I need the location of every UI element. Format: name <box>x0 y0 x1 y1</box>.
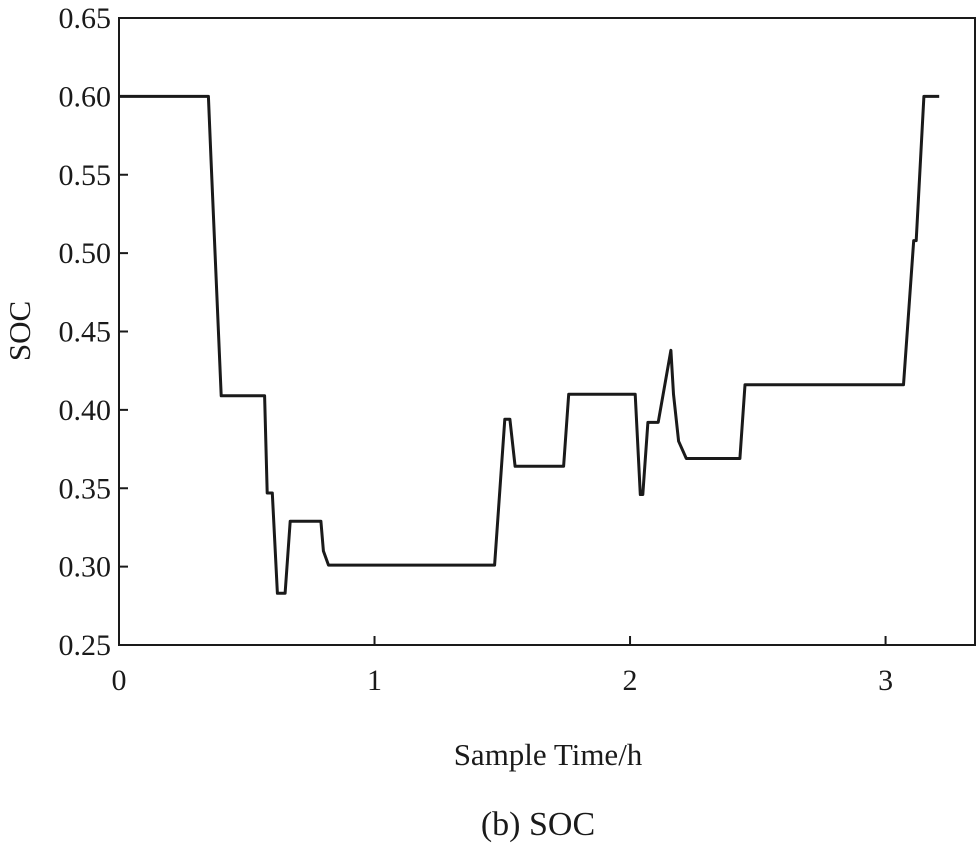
y-tick-label: 0.30 <box>59 551 112 584</box>
y-tick-label: 0.25 <box>59 629 112 662</box>
y-axis-ticks: 0.25 0.30 0.35 0.40 0.45 0.50 0.55 0.60 0.65 <box>59 2 128 662</box>
y-tick-label: 0.35 <box>59 472 112 505</box>
series-line-soc <box>119 94 940 595</box>
x-axis-label: Sample Time/h <box>454 737 643 772</box>
y-tick-label: 0.55 <box>59 159 112 192</box>
x-tick-label: 0 <box>112 664 127 697</box>
y-tick-label: 0.60 <box>59 80 112 113</box>
y-tick-label: 0.50 <box>59 237 112 270</box>
plot-frame <box>118 17 976 646</box>
x-tick-label: 1 <box>367 664 382 697</box>
y-tick-label: 0.40 <box>59 394 112 427</box>
x-axis-ticks: 0 1 2 3 <box>112 636 893 697</box>
y-axis-label: SOC <box>2 301 37 361</box>
x-tick-label: 3 <box>878 664 893 697</box>
x-tick-label: 2 <box>623 664 638 697</box>
y-tick-label: 0.65 <box>59 2 112 35</box>
y-tick-label: 0.45 <box>59 316 112 349</box>
figure-caption: (b) SOC <box>481 806 595 843</box>
